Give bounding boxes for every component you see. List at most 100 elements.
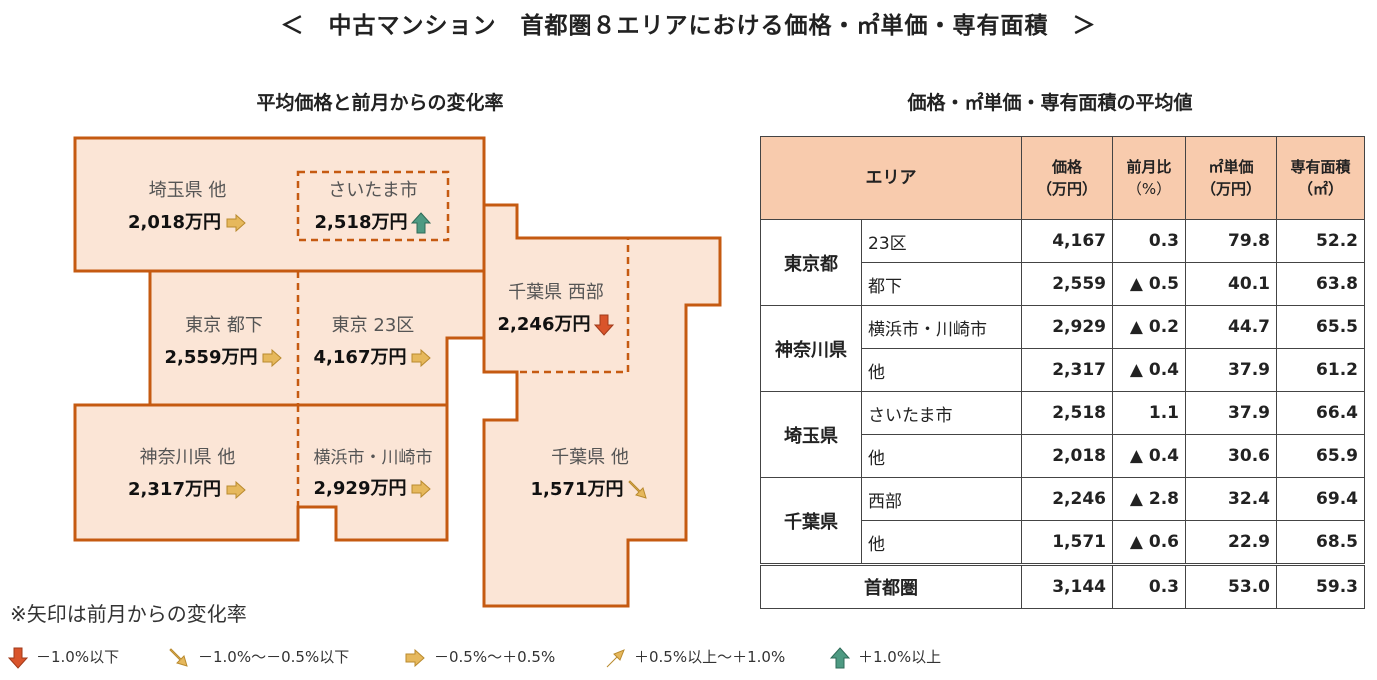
change-cell: ▲ 0.2	[1112, 305, 1186, 349]
area-name: さいたま市	[328, 180, 418, 201]
table-row: 神奈川県 横浜市・川崎市 2,929 ▲ 0.2 44.7 65.5	[760, 305, 1365, 392]
space-cell: 65.9	[1276, 434, 1365, 478]
area-name: 横浜市・川崎市	[313, 448, 433, 468]
change-cell: 0.3	[1112, 219, 1186, 263]
sub-area-cell: 横浜市・川崎市	[861, 305, 1022, 349]
legend-item: －0.5%～＋0.5%	[404, 646, 555, 668]
area-price: 4,167万円	[313, 347, 407, 368]
unit-price-cell: 44.7	[1185, 305, 1277, 349]
change-cell: ▲ 0.4	[1112, 348, 1186, 392]
space-cell: 61.2	[1276, 348, 1365, 392]
area-name: 東京 23区	[331, 315, 415, 336]
change-cell: ▲ 0.4	[1112, 434, 1186, 478]
area-saitama-other: 埼玉県 他 2,018万円	[95, 176, 280, 234]
space-cell: 63.8	[1276, 262, 1365, 306]
region-map	[73, 136, 722, 608]
area-tokyo-23: 東京 23区 4,167万円	[298, 311, 448, 369]
legend-item: ＋0.5%以上～＋1.0%	[604, 646, 785, 669]
down-arrow-icon	[594, 314, 615, 336]
table-row: 東京都 23区 4,167 0.3 79.8 52.2	[760, 219, 1365, 306]
sub-area-cell: 他	[861, 348, 1022, 392]
arrow-legend: －1.0%以下 －1.0%～－0.5%以下 －0.5%～＋0.5% ＋0.5%以…	[8, 646, 1008, 674]
area-price: 2,018万円	[128, 212, 221, 233]
pref-cell: 神奈川県	[760, 305, 862, 392]
flat-arrow-icon	[411, 348, 432, 368]
legend-label: －0.5%～＋0.5%	[434, 648, 556, 666]
legend-item: －1.0%～－0.5%以下	[168, 646, 349, 669]
space-cell: 68.5	[1276, 520, 1365, 565]
change-cell: 0.3	[1112, 563, 1186, 609]
unit-price-cell: 22.9	[1185, 520, 1277, 565]
table-row: 他 2,317 ▲ 0.4 37.9 61.2	[761, 348, 1365, 392]
header-space: 専有面積 （㎡）	[1276, 136, 1365, 220]
header-area: エリア	[760, 136, 1022, 220]
chiba-west-border	[484, 238, 630, 374]
price-table: エリア 価格 （万円） 前月比 （%） ㎡単価 （万円） 専有面積 （㎡） 東京都 23…	[760, 136, 1365, 609]
unit-price-cell: 37.9	[1185, 391, 1277, 435]
up-arrow-icon	[830, 646, 850, 668]
down-arrow-icon	[8, 647, 28, 669]
price-cell: 1,571	[1021, 520, 1113, 565]
header-price: 価格 （万円）	[1021, 136, 1113, 220]
map-title: 平均価格と前月からの変化率	[256, 92, 504, 114]
pref-cell: 千葉県	[760, 477, 862, 565]
slight-down-arrow-icon	[169, 647, 188, 667]
table-total-row: 首都圏 3,144 0.3 53.0 59.3	[760, 563, 1365, 609]
area-kanagawa-other: 神奈川県 他 2,317万円	[95, 443, 280, 501]
area-saitama-city: さいたま市 2,518万円	[298, 176, 448, 234]
region-kanagawa	[73, 403, 449, 542]
price-cell: 2,559	[1021, 262, 1113, 306]
unit-price-cell: 79.8	[1185, 219, 1277, 263]
sub-area-cell: 他	[861, 520, 1022, 565]
price-cell: 2,518	[1021, 391, 1113, 435]
slight-down-arrow-icon	[628, 480, 648, 499]
price-cell: 2,246	[1021, 477, 1113, 521]
change-cell: 1.1	[1112, 391, 1186, 435]
area-name: 埼玉県 他	[148, 180, 227, 201]
area-name: 千葉県 西部	[508, 282, 604, 303]
unit-price-cell: 37.9	[1185, 348, 1277, 392]
price-cell: 4,167	[1021, 219, 1113, 263]
area-price: 2,929万円	[313, 478, 407, 499]
flat-arrow-icon	[262, 348, 283, 368]
area-price: 2,559万円	[164, 347, 258, 368]
table-row: 埼玉県 さいたま市 2,518 1.1 37.9 66.4	[760, 391, 1365, 478]
space-cell: 59.3	[1276, 563, 1365, 609]
table-row: 千葉県 西部 2,246 ▲ 2.8 32.4 69.4	[760, 477, 1365, 565]
sub-area-cell: 他	[861, 434, 1022, 478]
pref-cell: 東京都	[760, 219, 862, 306]
legend-item: －1.0%以下	[8, 646, 119, 669]
area-price: 2,317万円	[128, 479, 221, 500]
sub-area-cell: 西部	[861, 477, 1022, 521]
legend-label: ＋0.5%以上～＋1.0%	[634, 648, 786, 666]
area-price: 2,518万円	[314, 212, 408, 233]
total-label: 首都圏	[760, 563, 1022, 609]
area-price: 2,246万円	[497, 314, 591, 335]
pref-cell: 埼玉県	[760, 391, 862, 478]
legend-label: ＋1.0%以上	[858, 648, 942, 666]
area-tokyo-tokka: 東京 都下 2,559万円	[150, 311, 298, 369]
legend-item: ＋1.0%以上	[830, 646, 941, 669]
legend-label: －1.0%以下	[36, 648, 120, 666]
saitama-city-border	[296, 170, 450, 242]
table-header-row: エリア 価格 （万円） 前月比 （%） ㎡単価 （万円） 専有面積 （㎡）	[760, 136, 1365, 220]
unit-price-cell: 40.1	[1185, 262, 1277, 306]
area-name: 東京 都下	[185, 315, 263, 336]
unit-price-cell: 32.4	[1185, 477, 1277, 521]
region-chiba	[482, 203, 722, 608]
area-name: 神奈川県 他	[139, 447, 236, 468]
price-cell: 2,317	[1021, 348, 1113, 392]
table-row: 都下 2,559 ▲ 0.5 40.1 63.8	[761, 262, 1365, 306]
area-yokohama-kawasaki: 横浜市・川崎市 2,929万円	[298, 443, 448, 500]
flat-arrow-icon	[405, 648, 425, 667]
unit-price-cell: 30.6	[1185, 434, 1277, 478]
page-title: ＜ 中古マンション 首都圏８エリアにおける価格・㎡単価・専有面積 ＞	[280, 13, 1097, 39]
change-cell: ▲ 0.6	[1112, 520, 1186, 565]
flat-arrow-icon	[226, 213, 246, 233]
space-cell: 65.5	[1276, 305, 1365, 349]
price-cell: 2,929	[1021, 305, 1113, 349]
change-cell: ▲ 0.5	[1112, 262, 1186, 306]
price-cell: 2,018	[1021, 434, 1113, 478]
up-arrow-icon	[411, 212, 432, 234]
change-cell: ▲ 2.8	[1112, 477, 1186, 521]
